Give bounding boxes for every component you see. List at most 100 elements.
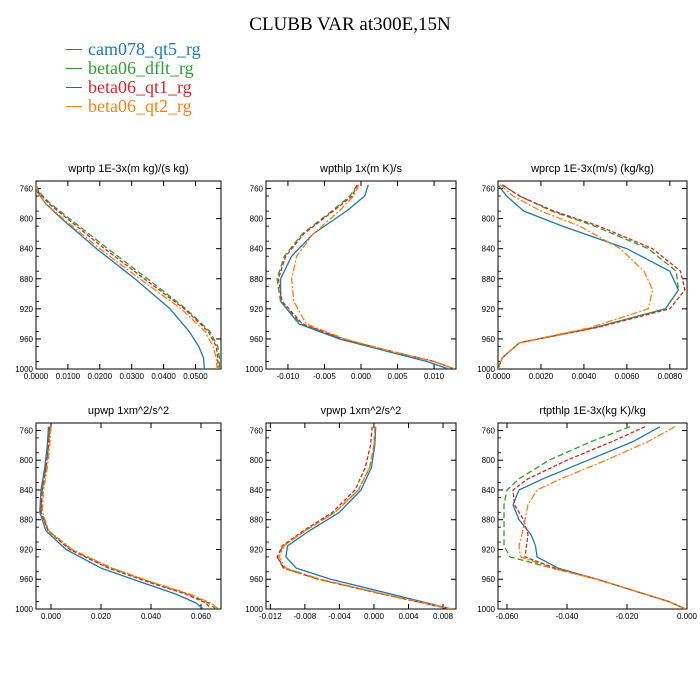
series-line-3-1 <box>40 426 217 609</box>
y-tick-label-5-5: 960 <box>482 575 496 584</box>
x-tick-label-2-3: 0.0060 <box>615 372 640 381</box>
y-tick-label-5-6: 1000 <box>477 605 495 614</box>
y-tick-label-1-6: 1000 <box>245 365 263 374</box>
x-tick-label-4-4: 0.004 <box>398 612 419 621</box>
y-tick-label-2-5: 960 <box>482 335 496 344</box>
series-line-0-1 <box>36 184 221 369</box>
x-tick-label-2-4: 0.0080 <box>658 372 683 381</box>
x-tick-label-1-1: -0.005 <box>313 372 336 381</box>
series-line-4-2 <box>276 426 451 609</box>
x-tick-label-1-0: -0.010 <box>277 372 300 381</box>
series-line-1-1 <box>276 184 455 369</box>
y-tick-label-0-5: 960 <box>20 335 34 344</box>
panel-title-2: wprcp 1E-3x(m/s) (kg/kg) <box>530 163 654 175</box>
y-tick-label-0-0: 760 <box>20 185 34 194</box>
series-line-4-3 <box>278 426 452 609</box>
series-line-3-3 <box>41 426 219 609</box>
series-line-5-2 <box>512 426 686 609</box>
y-tick-label-3-6: 1000 <box>15 605 33 614</box>
legend-swatch-1 <box>66 68 82 70</box>
x-tick-label-1-2: 0.000 <box>351 372 372 381</box>
x-tick-label-0-3: 0.0300 <box>119 372 144 381</box>
legend-swatch-2 <box>66 87 82 89</box>
series-line-1-3 <box>290 184 455 369</box>
y-tick-label-0-6: 1000 <box>15 365 33 374</box>
y-tick-label-4-5: 960 <box>250 575 264 584</box>
figure-title: CLUBB VAR at300E,15N <box>249 14 451 35</box>
y-tick-label-1-4: 920 <box>250 305 264 314</box>
x-tick-label-2-1: 0.0020 <box>529 372 554 381</box>
legend: cam078_qt5_rg beta06_dflt_rg beta06_qt1_… <box>66 40 201 116</box>
y-tick-label-4-4: 920 <box>250 545 264 554</box>
axes-frame-1 <box>265 180 457 370</box>
x-tick-label-4-2: -0.004 <box>328 612 351 621</box>
y-tick-label-2-4: 920 <box>482 305 496 314</box>
x-tick-label-5-2: -0.020 <box>616 612 639 621</box>
y-tick-label-2-3: 880 <box>482 275 496 284</box>
x-tick-label-1-4: 0.010 <box>424 372 445 381</box>
x-tick-label-5-1: -0.040 <box>556 612 579 621</box>
legend-swatch-3 <box>66 106 82 108</box>
legend-item-2: beta06_qt1_rg <box>66 78 201 97</box>
y-tick-label-3-1: 800 <box>20 456 34 465</box>
x-tick-label-0-4: 0.0400 <box>151 372 176 381</box>
y-tick-label-3-5: 960 <box>20 575 34 584</box>
y-tick-label-4-2: 840 <box>250 486 264 495</box>
series-line-4-1 <box>276 426 452 609</box>
legend-item-0: cam078_qt5_rg <box>66 40 201 59</box>
x-tick-label-0-5: 0.0500 <box>183 372 208 381</box>
y-tick-label-5-1: 800 <box>482 456 496 465</box>
y-tick-label-4-3: 880 <box>250 516 264 525</box>
legend-swatch-0 <box>66 49 82 51</box>
legend-item-1: beta06_dflt_rg <box>66 59 201 78</box>
x-tick-label-4-3: 0.000 <box>364 612 385 621</box>
panel-2: wprcp 1E-3x(m/s) (kg/kg) 760 800 840 880 920 9… <box>477 163 688 381</box>
series-line-3-2 <box>40 426 212 609</box>
panel-5: rtpthlp 1E-3x(kg K)/kg 760 800 840 880 920 960… <box>477 405 697 621</box>
series-line-2-2 <box>498 184 686 369</box>
x-tick-label-5-3: 0.000 <box>677 612 698 621</box>
y-tick-label-5-0: 760 <box>482 426 496 435</box>
series-line-4-0 <box>285 426 452 609</box>
axes-frame-2 <box>497 180 688 370</box>
y-tick-label-1-3: 880 <box>250 275 264 284</box>
x-tick-label-4-5: 0.008 <box>433 612 454 621</box>
series-line-0-2 <box>36 184 219 369</box>
y-tick-label-3-4: 920 <box>20 545 34 554</box>
y-tick-label-3-2: 840 <box>20 486 34 495</box>
axes-frame-4 <box>265 422 457 610</box>
y-tick-label-0-3: 880 <box>20 275 34 284</box>
y-tick-label-5-3: 880 <box>482 516 496 525</box>
y-tick-label-2-2: 840 <box>482 245 496 254</box>
y-tick-label-0-1: 800 <box>20 215 34 224</box>
panel-4: vpwp 1xm^2/s^27608008408809209601000-0.0… <box>245 405 457 621</box>
panel-1: wpthlp 1x(m K)/s 760 800 840 880 920 960 1000 -0… <box>245 163 457 381</box>
y-tick-label-1-1: 800 <box>250 215 264 224</box>
x-tick-label-5-0: -0.060 <box>496 612 519 621</box>
y-tick-label-1-5: 960 <box>250 335 264 344</box>
x-tick-label-0-1: 0.0100 <box>56 372 81 381</box>
x-tick-label-3-0: 0.000 <box>41 612 62 621</box>
legend-label-0: cam078_qt5_rg <box>88 39 201 59</box>
legend-label-1: beta06_dflt_rg <box>88 58 194 78</box>
series-line-1-2 <box>277 184 455 369</box>
y-tick-label-5-2: 840 <box>482 486 496 495</box>
panel-title-3: upwp 1xm^2/s^2 <box>88 405 169 417</box>
y-tick-label-3-0: 760 <box>20 426 34 435</box>
axes-frame-0 <box>35 180 222 370</box>
x-tick-label-4-1: -0.008 <box>294 612 317 621</box>
panel-title-1: wpthlp 1x(m K)/s <box>319 163 402 175</box>
series-line-0-3 <box>36 184 218 369</box>
panel-0: wprtp 1E-3x(m kg)/(s kg) 760 800 840 880 920 9… <box>15 163 222 381</box>
x-tick-label-3-1: 0.020 <box>91 612 112 621</box>
y-tick-label-2-6: 1000 <box>477 365 495 374</box>
y-tick-label-1-0: 760 <box>250 185 264 194</box>
y-tick-label-2-0: 760 <box>482 185 496 194</box>
legend-item-3: beta06_qt2_rg <box>66 97 201 116</box>
legend-label-3: beta06_qt2_rg <box>88 96 192 116</box>
y-tick-label-4-0: 760 <box>250 426 264 435</box>
series-line-3-0 <box>39 426 204 609</box>
x-tick-label-1-3: 0.005 <box>388 372 409 381</box>
y-tick-label-0-4: 920 <box>20 305 34 314</box>
